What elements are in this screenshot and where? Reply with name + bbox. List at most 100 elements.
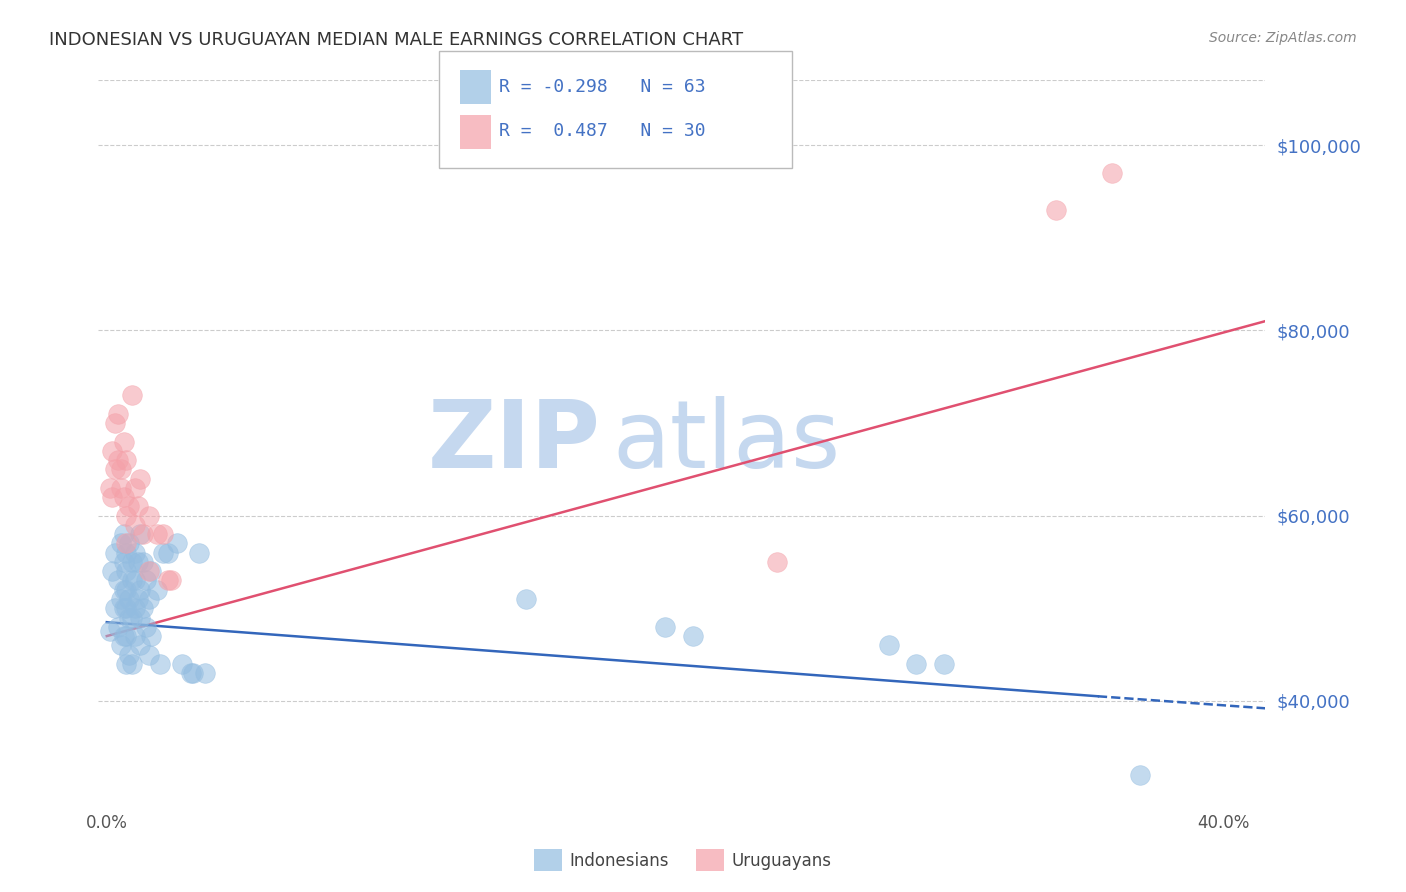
Point bbox=[101, 490, 124, 504]
Point bbox=[157, 574, 180, 588]
Point bbox=[104, 546, 127, 560]
Point bbox=[118, 536, 141, 550]
Point bbox=[152, 527, 174, 541]
Point bbox=[112, 434, 135, 449]
Point bbox=[682, 629, 704, 643]
Point bbox=[141, 629, 163, 643]
Point bbox=[166, 536, 188, 550]
Point bbox=[127, 555, 149, 569]
Point bbox=[135, 620, 157, 634]
Point bbox=[112, 629, 135, 643]
Point bbox=[115, 546, 138, 560]
Point bbox=[110, 462, 132, 476]
Point bbox=[98, 481, 121, 495]
Point bbox=[104, 416, 127, 430]
Point bbox=[127, 592, 149, 607]
Point bbox=[160, 574, 183, 588]
Point bbox=[138, 564, 160, 578]
Point bbox=[112, 601, 135, 615]
Point bbox=[110, 638, 132, 652]
Point bbox=[118, 592, 141, 607]
Point bbox=[146, 582, 169, 597]
Point bbox=[104, 601, 127, 615]
Point bbox=[1129, 768, 1152, 782]
Text: Uruguayans: Uruguayans bbox=[731, 852, 831, 870]
Text: ZIP: ZIP bbox=[427, 395, 600, 488]
Point bbox=[121, 610, 143, 624]
Point bbox=[124, 574, 146, 588]
Point bbox=[141, 564, 163, 578]
Text: INDONESIAN VS URUGUAYAN MEDIAN MALE EARNINGS CORRELATION CHART: INDONESIAN VS URUGUAYAN MEDIAN MALE EARN… bbox=[49, 31, 744, 49]
Text: Source: ZipAtlas.com: Source: ZipAtlas.com bbox=[1209, 31, 1357, 45]
Point bbox=[112, 555, 135, 569]
Point bbox=[124, 517, 146, 532]
Point bbox=[110, 592, 132, 607]
Point bbox=[118, 500, 141, 514]
Point bbox=[115, 657, 138, 671]
Point bbox=[101, 443, 124, 458]
Point bbox=[138, 648, 160, 662]
Point bbox=[149, 657, 172, 671]
Point bbox=[101, 564, 124, 578]
Point bbox=[112, 582, 135, 597]
Point bbox=[124, 546, 146, 560]
Point bbox=[877, 638, 900, 652]
Point bbox=[146, 527, 169, 541]
Point bbox=[121, 574, 143, 588]
Point bbox=[107, 574, 129, 588]
Point bbox=[180, 666, 202, 681]
Point bbox=[1101, 166, 1123, 180]
Point bbox=[129, 582, 152, 597]
Point bbox=[104, 462, 127, 476]
Point bbox=[112, 527, 135, 541]
Point bbox=[98, 624, 121, 639]
Point bbox=[187, 546, 209, 560]
Point bbox=[115, 508, 138, 523]
Text: Indonesians: Indonesians bbox=[569, 852, 669, 870]
Point bbox=[121, 388, 143, 402]
Point bbox=[129, 472, 152, 486]
Point bbox=[112, 490, 135, 504]
Point bbox=[118, 610, 141, 624]
Point bbox=[124, 481, 146, 495]
Point bbox=[172, 657, 194, 671]
Point bbox=[110, 481, 132, 495]
Point bbox=[129, 610, 152, 624]
Point bbox=[905, 657, 928, 671]
Point bbox=[115, 629, 138, 643]
Text: R =  0.487   N = 30: R = 0.487 N = 30 bbox=[499, 122, 706, 140]
Point bbox=[135, 574, 157, 588]
Point bbox=[107, 620, 129, 634]
Text: R = -0.298   N = 63: R = -0.298 N = 63 bbox=[499, 78, 706, 96]
Point bbox=[193, 666, 215, 681]
Point bbox=[118, 648, 141, 662]
Point bbox=[183, 666, 205, 681]
Point bbox=[121, 657, 143, 671]
Point bbox=[107, 453, 129, 467]
Point bbox=[115, 536, 138, 550]
Point bbox=[124, 629, 146, 643]
Point bbox=[1045, 202, 1067, 217]
Point bbox=[132, 527, 155, 541]
Point bbox=[766, 555, 789, 569]
Point bbox=[138, 592, 160, 607]
Point bbox=[124, 601, 146, 615]
Point bbox=[152, 546, 174, 560]
Point bbox=[132, 601, 155, 615]
Point bbox=[654, 620, 676, 634]
Point bbox=[115, 582, 138, 597]
Point bbox=[110, 536, 132, 550]
Point bbox=[115, 601, 138, 615]
Point bbox=[515, 592, 537, 607]
Point bbox=[107, 407, 129, 421]
Point bbox=[138, 508, 160, 523]
Point bbox=[129, 527, 152, 541]
Text: atlas: atlas bbox=[612, 395, 841, 488]
Point bbox=[115, 564, 138, 578]
Point bbox=[157, 546, 180, 560]
Point bbox=[115, 453, 138, 467]
Point bbox=[129, 638, 152, 652]
Point bbox=[934, 657, 956, 671]
Point bbox=[121, 555, 143, 569]
Point bbox=[132, 555, 155, 569]
